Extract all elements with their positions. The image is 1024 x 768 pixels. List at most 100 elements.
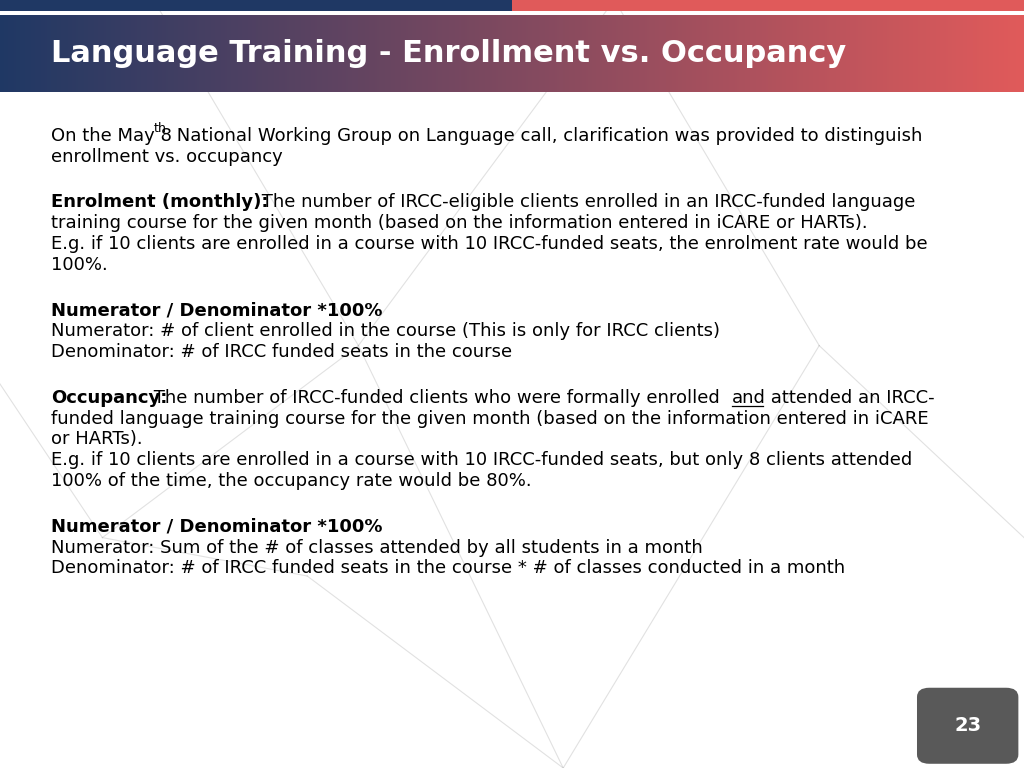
Bar <box>729 15 731 92</box>
Bar <box>860 15 862 92</box>
Bar <box>629 15 631 92</box>
Bar <box>999 15 1001 92</box>
Bar <box>1004 15 1006 92</box>
Bar <box>156 15 158 92</box>
Bar <box>315 15 317 92</box>
Bar <box>242 15 244 92</box>
Bar <box>530 15 532 92</box>
Bar <box>104 15 106 92</box>
Bar <box>862 15 864 92</box>
Bar <box>991 15 993 92</box>
Text: training course for the given month (based on the information entered in iCARE o: training course for the given month (bas… <box>51 214 867 232</box>
Bar <box>920 15 922 92</box>
Bar <box>1012 15 1014 92</box>
Bar <box>510 15 512 92</box>
Bar <box>887 15 889 92</box>
Bar <box>874 15 877 92</box>
Bar <box>449 15 451 92</box>
Bar <box>340 15 342 92</box>
Bar <box>549 15 551 92</box>
Bar <box>29 15 31 92</box>
Bar <box>137 15 139 92</box>
Bar <box>387 15 389 92</box>
Bar <box>94 15 96 92</box>
Bar <box>950 15 952 92</box>
Bar <box>383 15 385 92</box>
Bar <box>307 15 309 92</box>
Bar <box>53 15 55 92</box>
Bar <box>735 15 737 92</box>
Bar <box>190 15 193 92</box>
Bar <box>287 15 289 92</box>
Text: Occupancy:: Occupancy: <box>51 389 168 407</box>
Bar <box>311 15 313 92</box>
Bar <box>379 15 381 92</box>
Bar <box>80 15 82 92</box>
Bar <box>25 15 27 92</box>
Bar <box>520 15 522 92</box>
Bar <box>633 15 635 92</box>
Bar <box>582 15 584 92</box>
Bar <box>872 15 874 92</box>
Bar <box>610 15 612 92</box>
Bar <box>461 15 463 92</box>
Bar <box>682 15 684 92</box>
Bar <box>774 15 776 92</box>
Bar <box>6 15 8 92</box>
Bar <box>66 15 68 92</box>
Bar <box>686 15 688 92</box>
Bar <box>541 15 543 92</box>
Bar <box>545 15 547 92</box>
Bar <box>846 15 848 92</box>
Bar <box>700 15 702 92</box>
Bar <box>92 15 94 92</box>
Bar <box>221 15 223 92</box>
Bar <box>903 15 905 92</box>
Bar <box>516 15 518 92</box>
Bar <box>133 15 135 92</box>
Bar <box>662 15 664 92</box>
Bar <box>997 15 999 92</box>
Bar <box>195 15 197 92</box>
Bar <box>467 15 469 92</box>
Bar <box>842 15 844 92</box>
Bar <box>168 15 170 92</box>
Bar <box>963 15 965 92</box>
Bar <box>961 15 963 92</box>
Bar <box>799 15 801 92</box>
Bar <box>276 15 279 92</box>
Bar <box>100 15 102 92</box>
Bar <box>973 15 975 92</box>
Bar <box>246 15 248 92</box>
Bar <box>649 15 651 92</box>
Bar <box>653 15 655 92</box>
Bar <box>395 15 397 92</box>
Bar <box>12 15 14 92</box>
Bar <box>1008 15 1010 92</box>
Bar <box>909 15 911 92</box>
Bar <box>827 15 829 92</box>
Bar <box>913 15 915 92</box>
Bar <box>778 15 780 92</box>
Bar <box>469 15 471 92</box>
Bar <box>391 15 393 92</box>
Bar <box>178 15 180 92</box>
Bar <box>645 15 647 92</box>
Bar <box>750 15 752 92</box>
Bar <box>721 15 723 92</box>
Bar <box>305 15 307 92</box>
Bar <box>432 15 434 92</box>
Bar <box>733 15 735 92</box>
Bar <box>352 15 354 92</box>
Bar <box>113 15 115 92</box>
Bar <box>397 15 399 92</box>
Bar <box>698 15 700 92</box>
Bar <box>203 15 205 92</box>
Bar <box>592 15 594 92</box>
Bar <box>186 15 188 92</box>
Bar <box>451 15 453 92</box>
Bar <box>864 15 866 92</box>
Bar <box>823 15 825 92</box>
Bar <box>459 15 461 92</box>
Text: enrollment vs. occupancy: enrollment vs. occupancy <box>51 147 283 166</box>
